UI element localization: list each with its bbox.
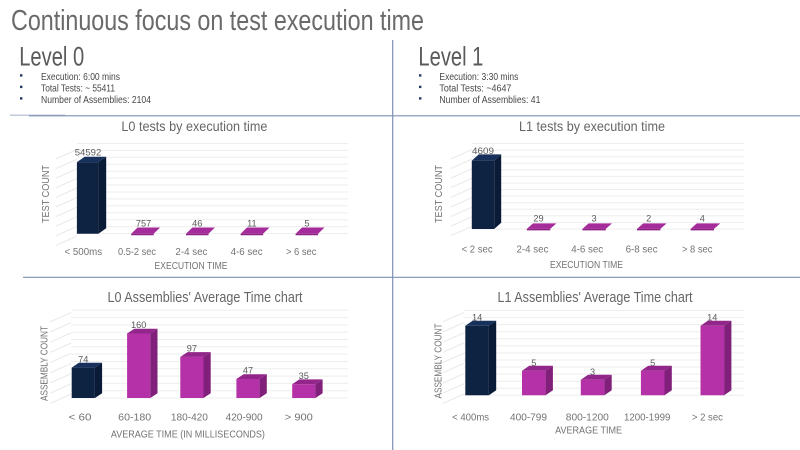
- svg-text:Continuous focus on test execu: Continuous focus on test execution time: [11, 5, 424, 37]
- svg-text:400-799: 400-799: [510, 413, 547, 424]
- svg-text:14: 14: [707, 313, 717, 323]
- svg-text:AVERAGE TIME (IN MILLISECONDS): AVERAGE TIME (IN MILLISECONDS): [111, 429, 265, 440]
- svg-text:> 8 sec: > 8 sec: [682, 245, 713, 256]
- svg-text:60-180: 60-180: [118, 413, 151, 424]
- svg-text:2-4 sec: 2-4 sec: [175, 247, 207, 258]
- svg-text:Level 1: Level 1: [418, 42, 483, 72]
- svg-text:< 500ms: < 500ms: [65, 247, 103, 258]
- svg-text:> 900: > 900: [285, 413, 313, 424]
- svg-text:ASSEMBLY COUNT: ASSEMBLY COUNT: [433, 323, 445, 398]
- svg-text:TEST COUNT: TEST COUNT: [40, 165, 52, 223]
- svg-text:1200-1999: 1200-1999: [624, 413, 671, 424]
- svg-text:L0 Assemblies' Average Time ch: L0 Assemblies' Average Time chart: [108, 290, 303, 306]
- svg-text:5: 5: [650, 358, 655, 368]
- svg-text:Number of Assemblies: 2104: Number of Assemblies: 2104: [41, 95, 151, 106]
- svg-text:AVERAGE TIME: AVERAGE TIME: [555, 426, 622, 437]
- svg-text:L1 Assemblies' Average Time ch: L1 Assemblies' Average Time chart: [498, 290, 693, 306]
- svg-text:180-420: 180-420: [171, 413, 208, 424]
- svg-text:L1 tests by execution time: L1 tests by execution time: [519, 118, 665, 134]
- svg-text:2: 2: [646, 214, 651, 224]
- svg-text:4: 4: [700, 214, 705, 224]
- svg-text:74: 74: [78, 354, 88, 364]
- svg-text:< 400ms: < 400ms: [452, 413, 489, 424]
- svg-text:420-900: 420-900: [226, 413, 263, 424]
- svg-text:Total Tests: ~ 55411: Total Tests: ~ 55411: [41, 84, 115, 95]
- svg-text:97: 97: [187, 344, 197, 354]
- svg-text:0.5-2 sec: 0.5-2 sec: [118, 247, 156, 258]
- svg-text:Level 0: Level 0: [19, 42, 84, 72]
- svg-text:160: 160: [131, 320, 146, 330]
- svg-text:3: 3: [590, 367, 595, 377]
- svg-text:2-4 sec: 2-4 sec: [517, 245, 549, 256]
- svg-text:3: 3: [592, 214, 597, 224]
- svg-text:757: 757: [136, 219, 151, 229]
- svg-text:< 60: < 60: [69, 413, 92, 424]
- svg-text:800-1200: 800-1200: [566, 413, 609, 424]
- svg-text:14: 14: [472, 313, 482, 323]
- svg-text:L0 tests by execution time: L0 tests by execution time: [121, 118, 267, 134]
- svg-text:> 2 sec: > 2 sec: [692, 413, 723, 424]
- svg-text:Execution: 6:00 mins: Execution: 6:00 mins: [41, 72, 120, 83]
- svg-text:4609: 4609: [472, 146, 494, 156]
- svg-text:11: 11: [247, 219, 257, 229]
- svg-text:< 2 sec: < 2 sec: [462, 245, 493, 256]
- svg-text:Total Tests: ~4647: Total Tests: ~4647: [439, 84, 511, 95]
- svg-text:54592: 54592: [75, 148, 102, 158]
- svg-text:6-8 sec: 6-8 sec: [626, 245, 658, 256]
- svg-text:EXECUTION TIME: EXECUTION TIME: [155, 261, 228, 272]
- svg-text:29: 29: [533, 214, 543, 224]
- svg-text:4-6 sec: 4-6 sec: [571, 245, 603, 256]
- svg-text:Execution: 3:30 mins: Execution: 3:30 mins: [439, 72, 518, 83]
- svg-text:> 6 sec: > 6 sec: [286, 247, 317, 258]
- svg-text:ASSEMBLY COUNT: ASSEMBLY COUNT: [39, 326, 51, 401]
- svg-text:5: 5: [531, 358, 536, 368]
- svg-text:Number of Assemblies: 41: Number of Assemblies: 41: [439, 95, 540, 106]
- svg-text:35: 35: [299, 371, 309, 381]
- svg-text:46: 46: [192, 219, 202, 229]
- svg-text:TEST COUNT: TEST COUNT: [433, 165, 445, 223]
- svg-text:5: 5: [304, 219, 309, 229]
- svg-text:47: 47: [243, 366, 253, 376]
- svg-text:4-6 sec: 4-6 sec: [231, 247, 263, 258]
- svg-text:EXECUTION TIME: EXECUTION TIME: [550, 260, 623, 271]
